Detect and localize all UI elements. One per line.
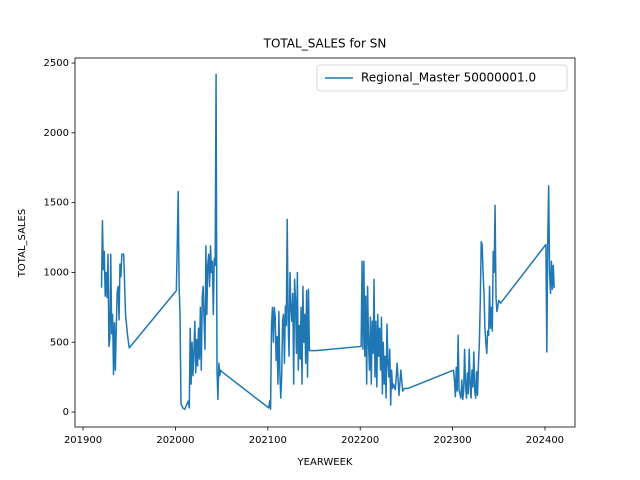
x-tick-label: 202200 [341, 435, 379, 446]
legend-box [316, 64, 568, 92]
y-tick-label: 1000 [44, 267, 69, 278]
legend: Regional_Master 50000001.0 [316, 64, 568, 92]
data-line [100, 73, 555, 411]
x-tick-label: 202000 [156, 435, 194, 446]
y-axis-label: TOTAL_SALES [17, 209, 28, 278]
y-tick-label: 1500 [44, 198, 69, 209]
chart-title: TOTAL_SALES for SN [263, 37, 387, 51]
x-axis-label: YEARWEEK [297, 457, 353, 468]
x-tick-label: 202400 [526, 435, 564, 446]
x-tick-label: 202300 [433, 435, 471, 446]
x-tick-label: 202100 [249, 435, 287, 446]
y-tick-label: 2000 [44, 128, 69, 139]
plot-frame [74, 57, 576, 428]
x-tick-label: 201900 [64, 435, 102, 446]
y-tick-label: 0 [63, 407, 69, 418]
y-tick-label: 500 [50, 337, 69, 348]
legend-label: Regional_Master 50000001.0 [361, 71, 536, 85]
y-tick-label: 2500 [44, 58, 69, 69]
